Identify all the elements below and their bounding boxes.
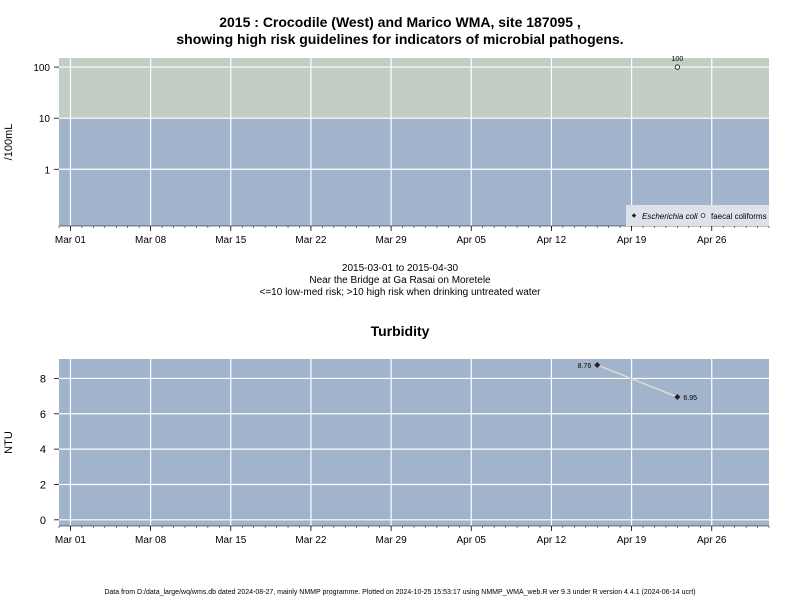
turbidity-series-line	[596, 364, 678, 398]
legend-faecal-coliforms-label: faecal coliforms	[711, 212, 767, 221]
x-tick-label: Mar 01	[55, 235, 87, 246]
y-tick-label: 1	[44, 165, 50, 176]
x-tick-label: Mar 15	[215, 535, 247, 546]
x-tick-label: Apr 19	[617, 535, 647, 546]
footer-note: Data from D:/data_large/wq/wms.db dated …	[104, 589, 696, 596]
turbidity-plot-area	[59, 359, 769, 526]
x-tick-label: Mar 22	[295, 535, 327, 546]
x-tick-label: Mar 08	[135, 535, 167, 546]
point-value-label: 100	[672, 56, 684, 63]
x-tick-label: Apr 05	[457, 535, 487, 546]
legend-faecal-coliforms-swatch	[700, 213, 706, 218]
x-tick-label: Apr 26	[697, 535, 727, 546]
y-tick-label: 10	[39, 114, 51, 125]
site-name-label: Near the Bridge at Ga Rasai on Moretele	[309, 275, 491, 286]
y-tick-label: 4	[40, 444, 46, 456]
faecal-coliforms-point	[674, 64, 681, 70]
x-tick-label: Mar 15	[215, 235, 247, 246]
legend: Escherichia coli faecal coliforms	[626, 205, 769, 226]
x-tick-label: Apr 19	[617, 235, 647, 246]
y-axis-label: /100mL	[3, 124, 15, 161]
point-value-label: 6.95	[683, 395, 697, 402]
x-tick-label: Apr 12	[537, 235, 567, 246]
y-tick-label: 6	[40, 409, 46, 421]
turbidity-panel: 0 2 4 6 8 Mar 01 Mar 08 Mar 15 Mar 22 Mar 29 Apr 0…	[3, 359, 770, 546]
legend-box	[626, 205, 769, 226]
y-tick-label: 100	[33, 63, 50, 74]
turbidity-point	[594, 362, 601, 369]
x-tick-label: Mar 29	[376, 535, 408, 546]
microbial-panel: 1 10 100 Mar 01 Mar 08 Mar 15 Mar 22 Mar 29 Apr …	[3, 56, 770, 246]
point-value-label: 8.76	[578, 363, 592, 370]
date-range-label: 2015-03-01 to 2015-04-30	[341, 263, 459, 274]
turbidity-point	[674, 393, 681, 400]
x-tick-label: Mar 01	[55, 535, 87, 546]
chart-title-line-2: showing high risk guidelines for indicat…	[176, 31, 624, 47]
y-tick-label: 0	[40, 515, 46, 527]
chart-title-line-1: 2015 : Crocodile (West) and Marico WMA, …	[219, 14, 581, 30]
legend-e-coli-label: Escherichia coli	[642, 212, 698, 221]
y-tick-label: 8	[40, 373, 46, 385]
x-tick-label: Mar 08	[135, 235, 167, 246]
risk-note-label: <=10 low-med risk; >10 high risk when dr…	[259, 287, 541, 298]
high-risk-band	[59, 58, 769, 119]
x-tick-label: Mar 22	[295, 235, 327, 246]
y-axis-label: NTU	[3, 431, 15, 454]
legend-e-coli-swatch	[631, 213, 637, 218]
x-tick-label: Apr 12	[537, 535, 567, 546]
y-tick-label: 2	[40, 479, 46, 491]
x-tick-label: Apr 05	[457, 235, 487, 246]
x-tick-label: Mar 29	[376, 235, 408, 246]
turbidity-chart-title: Turbidity	[370, 323, 430, 339]
x-tick-label: Apr 26	[697, 235, 727, 246]
